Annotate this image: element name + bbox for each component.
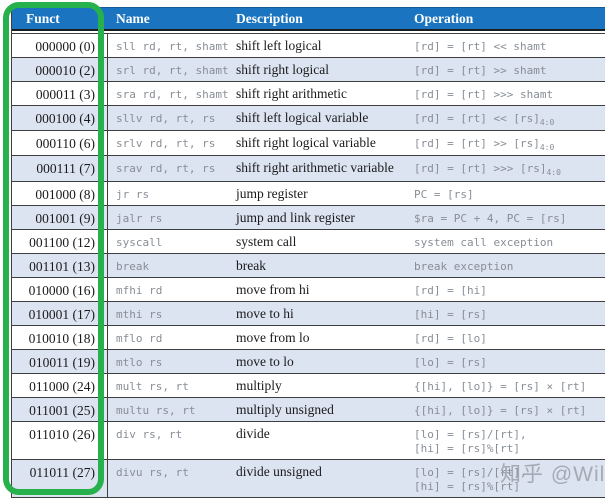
table-row: 011010 (26) div rs, rt divide [lo] = [rs… — [12, 421, 605, 460]
name-cell: sll rd, rt, shamt — [116, 40, 229, 53]
table-row: 000000 (0) sll rd, rt, shamt shift left … — [12, 34, 605, 58]
name-cell: srl rd, rt, shamt — [116, 64, 229, 77]
name-cell: syscall — [116, 235, 163, 249]
column-header-funct: Funct — [26, 11, 60, 26]
funct-cell: 001101 (13) — [12, 253, 108, 277]
operation-cell: [rd] = [hi] — [414, 283, 487, 297]
column-header-description: Description — [236, 11, 303, 26]
table-row: 000111 (7) srav rd, rt, rs shift right a… — [12, 156, 605, 182]
table-row: 011001 (25) multu rs, rt multiply unsign… — [12, 397, 605, 422]
table-row: 010010 (18) mflo rd move from lo [rd] = … — [12, 325, 605, 350]
description-cell: shift right arithmetic variable — [236, 160, 394, 176]
name-cell: sllv rd, rt, rs — [116, 112, 216, 125]
funct-cell: 011000 (24) — [12, 373, 108, 397]
funct-cell: 001001 (9) — [12, 205, 108, 229]
funct-cell: 000110 (6) — [12, 131, 108, 156]
funct-cell: 011010 (26) — [12, 421, 108, 459]
name-cell: break — [116, 259, 150, 273]
funct-table: Funct Name Description Operation 000000 … — [11, 7, 605, 498]
table-row: 001000 (8) jr rs jump register PC = [rs] — [12, 181, 605, 206]
table-row: 000110 (6) srlv rd, rt, rs shift right l… — [12, 131, 605, 157]
column-header-operation: Operation — [414, 11, 474, 26]
description-cell: break — [236, 257, 266, 273]
name-cell: srlv rd, rt, rs — [116, 137, 216, 151]
name-cell: mult rs, rt — [116, 379, 189, 393]
name-cell: mfhi rd — [116, 283, 163, 297]
name-cell: multu rs, rt — [116, 403, 196, 417]
name-cell: jr rs — [116, 187, 150, 201]
description-cell: shift right arithmetic — [236, 86, 347, 101]
table-row: 001100 (12) syscall system call system c… — [12, 229, 605, 254]
operation-cell: PC = [rs] — [414, 187, 474, 201]
name-cell: mtlo rs — [116, 355, 163, 369]
name-cell: mthi rs — [116, 307, 163, 321]
operation-cell: {[hi], [lo]} = [rs] × [rt] — [414, 379, 587, 393]
description-cell: multiply unsigned — [236, 401, 334, 417]
operation-cell: [lo] = [rs]/[rt], [hi] = [rs]%[rt] — [414, 427, 527, 455]
table-row: 000100 (4) sllv rd, rt, rs shift left lo… — [12, 106, 605, 132]
table-row: 010011 (19) mtlo rs move to lo [lo] = [r… — [12, 349, 605, 374]
funct-cell: 001100 (12) — [12, 229, 108, 253]
operation-cell: [hi] = [rs] — [414, 307, 487, 321]
description-cell: move to lo — [236, 353, 294, 369]
table-row: 011000 (24) mult rs, rt multiply {[hi], … — [12, 373, 605, 398]
operation-cell: system call exception — [414, 235, 554, 249]
description-cell: jump and link register — [236, 209, 355, 225]
operation-cell: {[hi], [lo]} = [rs] × [rt] — [414, 403, 587, 417]
table-header-row: Funct Name Description Operation — [12, 7, 605, 31]
description-cell: move to hi — [236, 305, 294, 321]
description-cell: shift left logical variable — [236, 110, 369, 125]
operation-cell: [rd] = [rt] << shamt — [414, 40, 547, 53]
description-cell: divide unsigned — [236, 463, 322, 479]
name-cell: srav rd, rt, rs — [116, 162, 216, 176]
table-body: 000000 (0) sll rd, rt, shamt shift left … — [12, 33, 605, 498]
funct-cell: 011001 (25) — [12, 397, 108, 421]
table-row: 001001 (9) jalr rs jump and link registe… — [12, 205, 605, 230]
funct-cell: 000000 (0) — [12, 34, 108, 57]
operation-cell: $ra = PC + 4, PC = [rs] — [414, 211, 567, 225]
funct-cell: 010001 (17) — [12, 301, 108, 325]
funct-cell: 001000 (8) — [12, 181, 108, 205]
description-cell: system call — [236, 233, 297, 249]
operation-cell: [rd] = [lo] — [414, 331, 487, 345]
funct-cell: 010010 (18) — [12, 325, 108, 349]
table-row: 010000 (16) mfhi rd move from hi [rd] = … — [12, 277, 605, 302]
operation-cell: break exception — [414, 259, 514, 273]
table-row: 010001 (17) mthi rs move to hi [hi] = [r… — [12, 301, 605, 326]
description-cell: jump register — [236, 185, 308, 201]
operation-cell: [rd] = [rt] >> shamt — [414, 64, 547, 77]
funct-cell: 000100 (4) — [12, 106, 108, 131]
description-cell: divide — [236, 425, 270, 441]
description-cell: shift left logical — [236, 38, 322, 53]
table-row: 000011 (3) sra rd, rt, shamt shift right… — [12, 82, 605, 106]
operation-cell: [rd] = [rt] << [rs]4:0 — [414, 112, 555, 128]
table-row: 001101 (13) break break break exception — [12, 253, 605, 278]
funct-cell: 011011 (27) — [12, 459, 108, 497]
name-cell: mflo rd — [116, 331, 163, 345]
description-cell: move from lo — [236, 329, 310, 345]
column-header-name: Name — [116, 11, 150, 26]
name-cell: divu rs, rt — [116, 465, 189, 479]
description-cell: shift right logical variable — [236, 135, 376, 151]
funct-cell: 010000 (16) — [12, 277, 108, 301]
funct-cell: 000011 (3) — [12, 82, 108, 105]
operation-cell: [lo] = [rs]/[rt], [hi] = [rs]%[rt] — [414, 465, 527, 493]
name-cell: jalr rs — [116, 211, 163, 225]
funct-cell: 000111 (7) — [12, 156, 108, 181]
funct-cell: 010011 (19) — [12, 349, 108, 373]
description-cell: shift right logical — [236, 62, 329, 77]
description-cell: move from hi — [236, 281, 310, 297]
funct-cell: 000010 (2) — [12, 58, 108, 81]
operation-cell: [rd] = [rt] >> [rs]4:0 — [414, 137, 555, 153]
name-cell: div rs, rt — [116, 427, 183, 441]
name-cell: sra rd, rt, shamt — [116, 88, 229, 101]
table-row: 000010 (2) srl rd, rt, shamt shift right… — [12, 58, 605, 82]
description-cell: multiply — [236, 377, 282, 393]
operation-cell: [lo] = [rs] — [414, 355, 487, 369]
table-row: 011011 (27) divu rs, rt divide unsigned … — [12, 459, 605, 498]
operation-cell: [rd] = [rt] >>> shamt — [414, 88, 554, 101]
operation-cell: [rd] = [rt] >>> [rs]4:0 — [414, 162, 561, 178]
